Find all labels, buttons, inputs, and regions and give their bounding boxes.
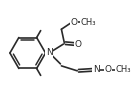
Text: O: O <box>71 18 78 27</box>
Text: N: N <box>93 65 99 74</box>
Text: CH₃: CH₃ <box>115 65 131 74</box>
Text: O: O <box>104 65 111 74</box>
Text: O: O <box>75 40 82 49</box>
Text: N: N <box>46 49 52 57</box>
Text: CH₃: CH₃ <box>80 18 96 27</box>
